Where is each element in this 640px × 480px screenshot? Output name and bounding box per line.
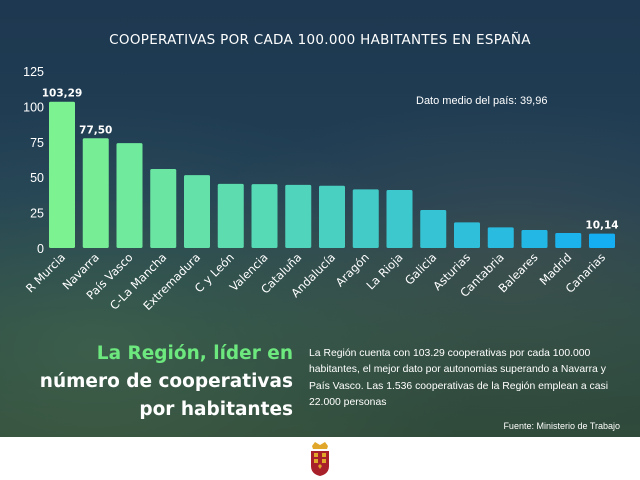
headline-line-2: número de cooperativas [39, 371, 293, 392]
bar-r-murcia [49, 101, 75, 248]
y-tick-label: 0 [37, 242, 44, 256]
y-tick-label: 50 [30, 171, 44, 185]
source-note: Fuente: Ministerio de Trabajo [503, 421, 620, 431]
data-label: 77,50 [79, 124, 112, 136]
y-tick-label: 75 [30, 136, 44, 150]
x-tick-label: R Murcia [23, 250, 68, 295]
headline-line-1: La Región, líder en [96, 343, 293, 364]
data-label: 10,14 [585, 220, 618, 232]
bar-cataluña [285, 184, 312, 248]
x-tick-label: La Rioja [363, 250, 405, 292]
y-tick-label: 125 [23, 65, 44, 79]
bar-la-rioja [386, 189, 413, 248]
bar-extremadura [184, 175, 210, 248]
bar-madrid [555, 232, 582, 248]
body-text: La Región cuenta con 103.29 cooperativas… [309, 348, 609, 408]
bar-c-y-león [217, 183, 244, 248]
bar-país-vasco [116, 143, 143, 248]
bar-cantabria [487, 227, 514, 248]
y-tick-label: 100 [23, 100, 44, 114]
bar-valencia [251, 184, 278, 248]
chart-title: COOPERATIVAS POR CADA 100.000 HABITANTES… [109, 32, 531, 48]
bar-baleares [521, 230, 548, 248]
murcia-coat-of-arms-logo [311, 442, 329, 476]
bar-navarra [82, 138, 109, 248]
y-tick-label: 25 [30, 207, 44, 221]
bar-canarias [589, 233, 615, 248]
bar-galicia [420, 210, 447, 248]
bar-andalucía [319, 185, 345, 248]
data-label: 103,29 [42, 88, 83, 100]
bar-c-la-mancha [150, 168, 177, 248]
headline: La Región, líder en número de cooperativ… [40, 340, 293, 424]
bar-aragón [352, 189, 379, 248]
headline-line-3: por habitantes [139, 399, 293, 420]
average-annotation: Dato medio del país: 39,96 [416, 95, 548, 107]
bar-asturias [454, 222, 480, 248]
